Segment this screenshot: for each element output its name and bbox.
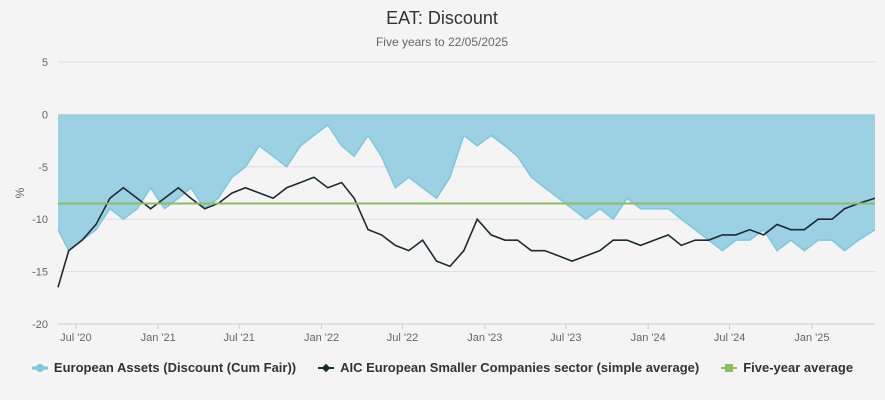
x-tick-label: Jul '24 (714, 332, 745, 344)
y-tick-label: -10 (32, 214, 48, 226)
legend-label: AIC European Smaller Companies sector (s… (340, 360, 700, 375)
series-line-sector-average (57, 176, 876, 288)
x-tick-label: Jul '21 (223, 332, 254, 344)
x-tick-label: Jan '25 (794, 332, 829, 344)
x-tick-label: Jul '22 (387, 332, 418, 344)
legend-label: Five-year average (743, 360, 854, 375)
legend-item-sector-average[interactable]: AIC European Smaller Companies sector (s… (318, 360, 699, 375)
x-tick-label: Jan '23 (467, 332, 502, 344)
x-tick-label: Jul '20 (60, 332, 91, 344)
legend: European Assets (Discount (Cum Fair)) AI… (0, 360, 885, 375)
axis-layer: 5 0 -5 -10 -15 -20 Jul '20 Jan '21 Jul '21 Jan '2… (32, 57, 875, 344)
y-tick-label: -20 (32, 319, 48, 331)
legend-item-european-assets[interactable]: European Assets (Discount (Cum Fair)) (31, 360, 297, 375)
legend-symbol-average (721, 362, 738, 374)
y-tick-label: -5 (38, 162, 48, 174)
y-tick-label: 5 (42, 57, 48, 69)
area-layer (57, 114, 876, 252)
y-axis-label: % (13, 187, 27, 198)
y-tick-label: 0 (42, 109, 48, 121)
series-area-european-assets (58, 114, 875, 251)
legend-symbol-line (318, 362, 335, 374)
legend-item-five-year-average[interactable]: Five-year average (721, 360, 853, 375)
chart-subtitle: Five years to 22/05/2025 (376, 35, 508, 49)
line-layer (57, 176, 876, 288)
legend-label: European Assets (Discount (Cum Fair)) (53, 360, 297, 375)
x-tick-label: Jan '22 (304, 332, 339, 344)
legend-symbol-area (31, 362, 48, 374)
x-tick-label: Jan '24 (631, 332, 666, 344)
chart-title: EAT: Discount (386, 8, 498, 28)
x-tick-label: Jul '23 (550, 332, 581, 344)
series-line-european-assets (57, 123, 876, 252)
y-tick-label: -15 (32, 267, 48, 279)
x-tick-label: Jan '21 (141, 332, 176, 344)
